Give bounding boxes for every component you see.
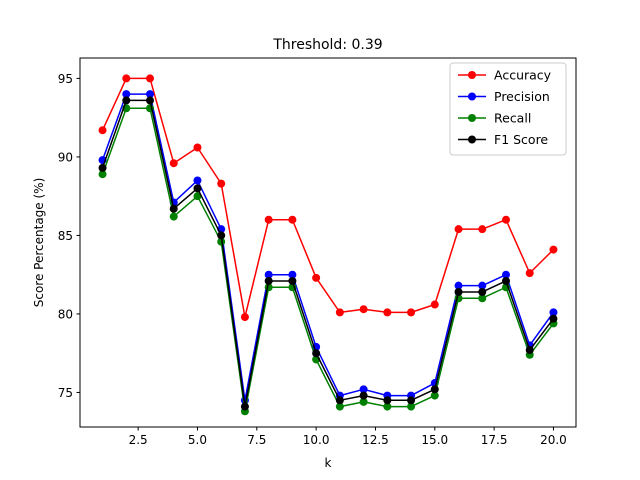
accuracy-point [430, 300, 439, 309]
legend-swatch-marker [468, 135, 476, 144]
accuracy-point [383, 308, 392, 317]
x-tick-label: 12.5 [362, 433, 389, 447]
chart-title: Threshold: 0.39 [272, 37, 382, 53]
precision-point [359, 385, 368, 394]
legend-label: Accuracy [494, 68, 552, 83]
accuracy-point [312, 273, 321, 282]
f1-score-point [359, 391, 368, 400]
legend-item-accuracy: Accuracy [458, 68, 552, 83]
accuracy-point [525, 269, 534, 278]
precision-point [478, 281, 487, 290]
f1-score-point [169, 204, 178, 213]
accuracy-point [335, 308, 344, 317]
f1-score-point [407, 396, 416, 405]
accuracy-point [549, 245, 558, 254]
accuracy-point [407, 308, 416, 317]
f1-score-point [478, 287, 487, 296]
recall-point [98, 170, 107, 179]
f1-score-point [288, 276, 297, 285]
f1-score-point [525, 346, 534, 355]
legend-label: F1 Score [494, 132, 548, 147]
f1-score-point [264, 276, 273, 285]
accuracy-point [193, 143, 202, 152]
recall-point [383, 402, 392, 411]
f1-score-point [549, 314, 558, 323]
x-axis: 2.5 5.0 7.5 10.0 12.5 15.0 17.5 20.0 [129, 427, 567, 447]
recall-point [359, 397, 368, 406]
f1-score-point [501, 276, 510, 285]
precision-point [264, 270, 273, 279]
precision-point [288, 270, 297, 279]
x-tick-label: 20.0 [540, 433, 567, 447]
legend-box [449, 62, 567, 156]
precision-point [193, 176, 202, 185]
y-axis: 75 80 85 90 95 [58, 72, 80, 400]
y-axis-label: Score Percentage (%) [32, 178, 46, 308]
accuracy-point [122, 74, 131, 83]
accuracy-point [264, 215, 273, 224]
plot-frame [79, 57, 577, 428]
legend-swatch-marker [468, 114, 476, 122]
accuracy-point [98, 126, 107, 135]
x-tick-label: 10.0 [303, 433, 330, 447]
y-tick-label: 85 [58, 229, 73, 243]
f1-score-point [312, 349, 321, 358]
series-f1-score [98, 96, 558, 411]
series-accuracy [98, 74, 558, 322]
precision-point [549, 308, 558, 317]
legend: Accuracy Precision Recall F1 Score [449, 62, 567, 156]
accuracy-point [454, 225, 463, 234]
accuracy-point [169, 159, 178, 168]
precision-point [146, 90, 155, 99]
series-layer [98, 74, 558, 416]
f1-score-point [122, 96, 131, 105]
accuracy-point [146, 74, 155, 83]
y-tick-label: 95 [58, 72, 73, 86]
recall-point [169, 212, 178, 221]
precision-point [122, 90, 131, 99]
recall-point [193, 192, 202, 201]
recall-point [335, 402, 344, 411]
precision-point [454, 281, 463, 290]
accuracy-point [288, 215, 297, 224]
accuracy-point [478, 225, 487, 234]
y-tick-label: 80 [58, 307, 73, 321]
x-tick-label: 5.0 [188, 433, 207, 447]
series-recall [98, 104, 558, 416]
recall-point [478, 294, 487, 303]
legend-swatch-marker [468, 71, 476, 79]
f1-score-point [454, 287, 463, 296]
f1-score-point [383, 396, 392, 405]
x-axis-label: k [325, 456, 332, 470]
f1-score-point [430, 385, 439, 394]
legend-item-precision: Precision [458, 89, 550, 104]
f1-score-point [217, 231, 226, 240]
recall-point [430, 391, 439, 400]
legend-item-recall: Recall [458, 111, 531, 126]
x-tick-label: 15.0 [421, 433, 448, 447]
legend-item-f1-score: F1 Score [458, 132, 548, 147]
y-tick-label: 75 [58, 386, 73, 400]
x-tick-label: 17.5 [481, 433, 508, 447]
y-tick-label: 90 [58, 150, 73, 164]
recall-point [407, 402, 416, 411]
accuracy-point [501, 215, 510, 224]
legend-swatch-marker [468, 92, 476, 101]
precision-point [501, 270, 510, 279]
f1-score-point [335, 396, 344, 405]
f1-score-point [98, 163, 107, 172]
accuracy-point [240, 313, 249, 322]
recall-point [217, 237, 226, 246]
f1-score-point [146, 96, 155, 105]
accuracy-point [359, 305, 368, 314]
accuracy-point [217, 179, 226, 188]
f1-score-point [240, 402, 249, 411]
legend-label: Recall [494, 111, 531, 126]
x-tick-label: 2.5 [129, 433, 148, 447]
legend-label: Precision [494, 89, 550, 104]
x-tick-label: 7.5 [247, 433, 266, 447]
f1-score-point [193, 184, 202, 193]
